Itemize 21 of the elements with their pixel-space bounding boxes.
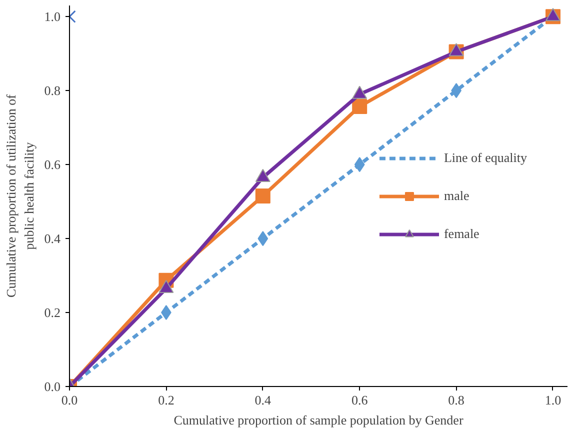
x-tick-label: 0.6 <box>351 392 368 408</box>
legend-label: Line of equality <box>444 150 527 166</box>
legend-label: male <box>444 188 470 204</box>
y-tick-label: 1.0 <box>44 9 60 24</box>
x-tick-label: 0.0 <box>61 392 78 408</box>
y-axis-title: Cumulative proportion of utilization of public health facility <box>3 94 36 298</box>
y-tick-label: 0.4 <box>44 231 61 246</box>
x-tick-label: 0.8 <box>448 392 464 408</box>
x-axis-title: Cumulative proportion of sample population by Gender <box>174 412 464 428</box>
x-tick-label: 1.0 <box>544 392 562 408</box>
point <box>352 98 368 114</box>
y-tick-label: 0.8 <box>44 83 60 98</box>
y-tick-label: 0.0 <box>44 379 60 394</box>
point <box>354 157 365 172</box>
x-tick-label: 0.4 <box>254 392 272 408</box>
y-tick-label: 0.2 <box>44 305 60 320</box>
y-tick-label: 0.6 <box>44 157 61 172</box>
x-tick-label: 0.2 <box>158 392 174 408</box>
point <box>258 231 268 246</box>
legend-label: female <box>444 226 480 242</box>
point <box>255 188 270 204</box>
